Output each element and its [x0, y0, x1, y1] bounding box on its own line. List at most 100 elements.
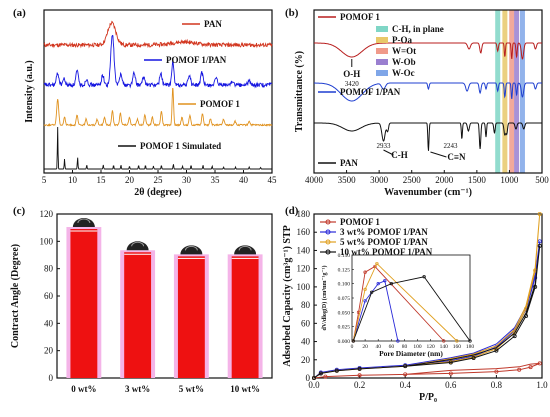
x-tick-label: 25 [154, 175, 164, 185]
x-tick-label: 4000 [305, 175, 324, 185]
data-point [517, 367, 522, 372]
y-axis-label: Adsorbed Capacity (cm³g⁻¹) STP [282, 225, 293, 367]
band-legend-swatch [376, 37, 388, 43]
inset-x-tick-label: 20 [362, 344, 368, 350]
inset-data-point [396, 339, 400, 343]
x-tick-label: 15 [97, 175, 107, 185]
x-tick-label: 35 [211, 175, 221, 185]
series-line [314, 82, 542, 102]
droplet-icon [126, 241, 149, 251]
y-tick-label: 40 [44, 318, 54, 328]
data-point [448, 360, 453, 365]
series-line [43, 34, 273, 89]
band-highlight [519, 10, 525, 173]
y-tick-label: 120 [297, 264, 311, 274]
data-point [524, 314, 529, 319]
data-point [537, 243, 542, 248]
x-tick-label: 3500 [338, 175, 357, 185]
series-line [313, 362, 540, 379]
y-tick-label: 180 [297, 209, 311, 219]
panel-c: (c) 0 20 40 60 80 100 120 Contract Angle (Degree… [10, 205, 273, 394]
bar [231, 256, 259, 378]
data-point [323, 374, 328, 379]
ftir-frame [313, 9, 543, 174]
series-line [313, 241, 541, 379]
band-legend-label: W-Ob [392, 57, 416, 67]
legend-label: POMOF 1/PAN [340, 87, 401, 97]
x-tick-label: 0.6 [445, 380, 457, 390]
band-legend-label: C-H, in plane [392, 24, 444, 34]
inset-y-tick-label: 0.075 [338, 296, 351, 302]
band-legend-swatch [376, 48, 388, 54]
band-highlight [514, 10, 520, 173]
x-tick-label: 0.2 [354, 380, 365, 390]
y-tick-label: 60 [44, 291, 54, 301]
legend-label: PAN [204, 19, 222, 29]
inset-data-point [422, 275, 426, 279]
data-point [357, 373, 362, 378]
inset-series-line [352, 280, 399, 342]
data-point [471, 355, 476, 360]
series-line [313, 245, 541, 379]
inset-x-tick-label: 120 [427, 344, 436, 350]
data-point [533, 284, 538, 289]
inset-x-tick-label: 0 [351, 344, 354, 350]
inset-y-tick-label: 0.050 [338, 310, 351, 316]
y-tick-label: 80 [44, 264, 54, 274]
x-tick-label: 0.4 [400, 380, 412, 390]
x-tick-label: 3000 [370, 175, 389, 185]
inset-data-point [351, 339, 355, 343]
series-line [44, 126, 272, 170]
legend-label: PAN [340, 158, 358, 168]
inset-data-point [376, 282, 380, 286]
panel-b: (b) 4000 3500 3000 2500 2000 1500 1000 500 Wavenu… [285, 7, 549, 198]
inset-y-tick-label: 0.000 [338, 339, 351, 345]
inset-x-tick-label: 140 [440, 344, 449, 350]
data-point [537, 211, 542, 216]
x-tick-label: 2500 [403, 175, 422, 185]
x-tick-label: 5 wt% [179, 384, 204, 394]
panel-label-c: (c) [13, 205, 26, 217]
x-tick-label: 2000 [435, 175, 454, 185]
inset-y-tick-label: 0.025 [338, 325, 351, 331]
bar [177, 256, 205, 378]
band-highlight [509, 10, 515, 173]
x-tick-label: 30 [182, 175, 192, 185]
legend-label: POMOF 1 [340, 12, 380, 22]
band-legend-label: W-Oc [392, 68, 415, 78]
inset-data-point [363, 270, 367, 274]
band-legend-label: W=Ot [392, 46, 416, 56]
bar [70, 229, 98, 378]
x-tick-label: 40 [239, 175, 249, 185]
y-tick-label: 120 [40, 209, 54, 219]
legend-marker [325, 219, 331, 225]
data-point [318, 371, 323, 376]
x-tick-label: 45 [268, 175, 278, 185]
data-point [494, 348, 499, 353]
panel-label-b: (b) [285, 7, 299, 19]
inset-x-tick-label: 160 [453, 344, 462, 350]
legend-label: POMOF 1 [340, 217, 380, 227]
inset-data-point [363, 299, 367, 303]
x-tick-label: 1000 [500, 175, 519, 185]
data-point [357, 366, 362, 371]
series-line [314, 42, 542, 60]
data-point [528, 365, 533, 370]
legend-label: POMOF 1 Simulated [140, 141, 221, 151]
legend-marker [325, 249, 331, 255]
series-line [314, 122, 542, 151]
inset-y-tick-label: 0.150 [338, 253, 351, 259]
inset-y-tick-label: 0.100 [338, 282, 351, 288]
x-axis-label: 2θ (degree) [134, 187, 182, 198]
isotherm-frame [313, 213, 543, 379]
panel-a: (a) 5 10 15 20 25 30 35 40 45 2θ (degree) Intensity… [13, 7, 277, 198]
y-tick-label: 40 [301, 337, 311, 347]
data-point [537, 239, 542, 244]
legend-label: 5 wt% POMOF 1/PAN [340, 237, 428, 247]
annotation-pointer [430, 151, 447, 158]
y-axis-label: Transmittance (%) [294, 51, 305, 132]
x-axis-label: P/P₀ [419, 392, 437, 403]
annotation-wavenumber: 3420 [345, 80, 360, 88]
droplet-shine [238, 245, 252, 251]
